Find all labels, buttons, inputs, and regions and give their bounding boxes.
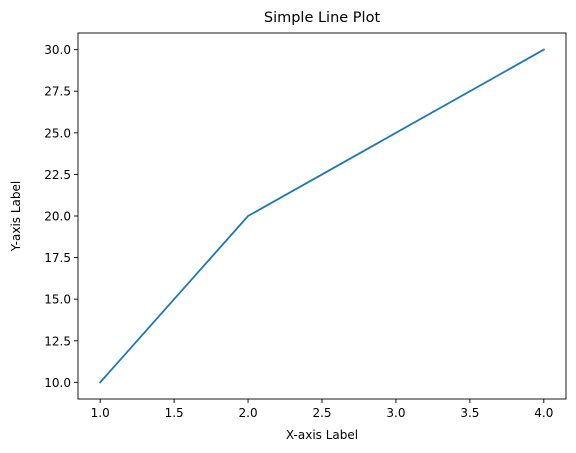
y-tick-label: 15.0 <box>44 293 71 307</box>
y-tick-label: 22.5 <box>44 168 71 182</box>
x-tick-label: 1.0 <box>91 406 110 420</box>
x-tick-label: 4.0 <box>534 406 553 420</box>
x-tick-label: 1.5 <box>165 406 184 420</box>
x-tick-label: 3.0 <box>386 406 405 420</box>
y-axis-label: Y-axis Label <box>9 181 23 252</box>
y-tick-label: 17.5 <box>44 251 71 265</box>
series-layer <box>98 48 546 384</box>
y-tick-label: 30.0 <box>44 43 71 57</box>
chart-title: Simple Line Plot <box>264 10 381 26</box>
x-axis-label: X-axis Label <box>286 428 358 442</box>
series-line <box>98 48 546 384</box>
ticks-layer: 1.0 1.5 2.0 2.5 3.0 3.5 4.0 10.0 12.5 15.0 17.5 20.… <box>44 43 553 420</box>
y-tick-label: 12.5 <box>44 334 71 348</box>
y-tick-label: 10.0 <box>44 376 71 390</box>
y-tick-label: 27.5 <box>44 85 71 99</box>
x-tick-label: 2.5 <box>312 406 331 420</box>
y-tick-label: 25.0 <box>44 126 71 140</box>
x-tick-label: 3.5 <box>460 406 479 420</box>
x-tick-label: 2.0 <box>239 406 258 420</box>
plot-frame <box>77 32 567 400</box>
y-tick-label: 20.0 <box>44 210 71 224</box>
